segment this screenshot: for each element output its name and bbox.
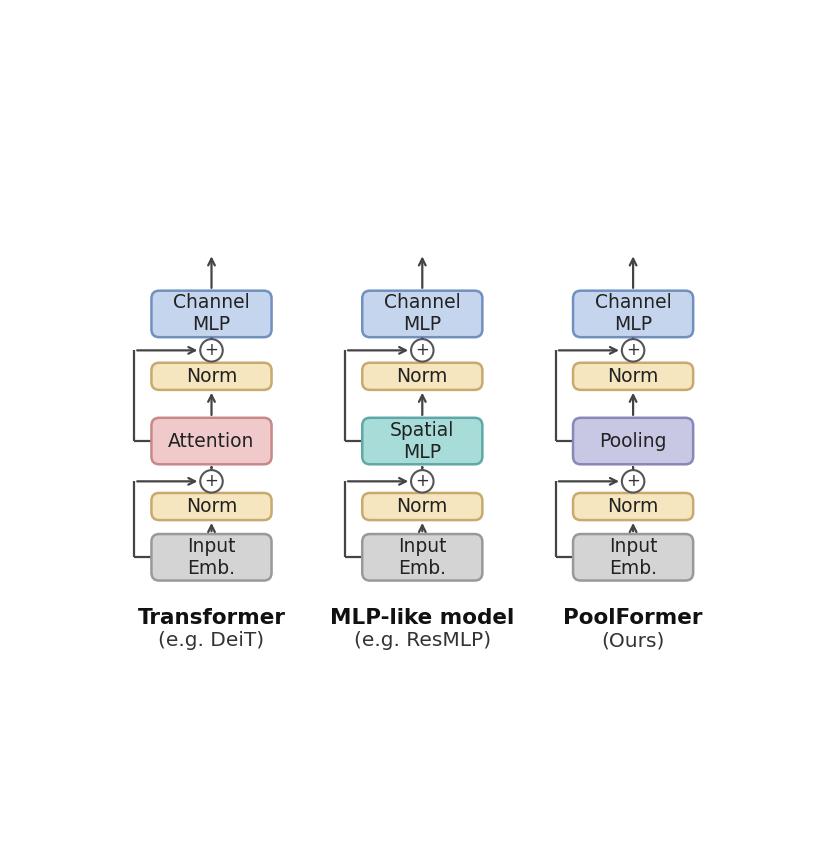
Text: Input
Emb.: Input Emb. [609, 537, 658, 577]
Text: Norm: Norm [396, 367, 448, 386]
FancyBboxPatch shape [363, 534, 482, 581]
Text: +: + [626, 341, 640, 359]
Text: (e.g. DeiT): (e.g. DeiT) [158, 631, 265, 650]
FancyBboxPatch shape [363, 493, 482, 520]
Text: Norm: Norm [186, 497, 237, 516]
Text: Channel
MLP: Channel MLP [384, 293, 461, 335]
Text: MLP-like model: MLP-like model [330, 607, 514, 628]
Text: (e.g. ResMLP): (e.g. ResMLP) [353, 631, 491, 650]
Text: Input
Emb.: Input Emb. [398, 537, 447, 577]
FancyBboxPatch shape [152, 418, 272, 464]
FancyBboxPatch shape [152, 493, 272, 520]
Circle shape [411, 339, 433, 361]
Text: PoolFormer: PoolFormer [564, 607, 703, 628]
FancyBboxPatch shape [152, 363, 272, 390]
FancyBboxPatch shape [573, 534, 693, 581]
FancyBboxPatch shape [573, 291, 693, 337]
Circle shape [411, 470, 433, 492]
Text: +: + [204, 472, 218, 490]
FancyBboxPatch shape [152, 291, 272, 337]
Text: +: + [415, 341, 429, 359]
Text: Norm: Norm [396, 497, 448, 516]
FancyBboxPatch shape [363, 363, 482, 390]
Text: Norm: Norm [607, 367, 658, 386]
Text: Norm: Norm [607, 497, 658, 516]
FancyBboxPatch shape [363, 418, 482, 464]
Text: Channel
MLP: Channel MLP [595, 293, 672, 335]
Text: Norm: Norm [186, 367, 237, 386]
Text: Attention: Attention [168, 432, 255, 450]
FancyBboxPatch shape [152, 534, 272, 581]
Text: +: + [626, 472, 640, 490]
Circle shape [622, 470, 644, 492]
Circle shape [200, 339, 222, 361]
Text: Transformer: Transformer [138, 607, 285, 628]
FancyBboxPatch shape [573, 418, 693, 464]
Circle shape [622, 339, 644, 361]
Text: Pooling: Pooling [599, 432, 667, 450]
Text: +: + [415, 472, 429, 490]
Text: (Ours): (Ours) [602, 631, 665, 650]
Circle shape [200, 470, 222, 492]
Text: Channel
MLP: Channel MLP [173, 293, 250, 335]
Text: +: + [204, 341, 218, 359]
Text: Input
Emb.: Input Emb. [187, 537, 236, 577]
FancyBboxPatch shape [573, 493, 693, 520]
FancyBboxPatch shape [363, 291, 482, 337]
FancyBboxPatch shape [573, 363, 693, 390]
Text: Spatial
MLP: Spatial MLP [390, 420, 455, 462]
